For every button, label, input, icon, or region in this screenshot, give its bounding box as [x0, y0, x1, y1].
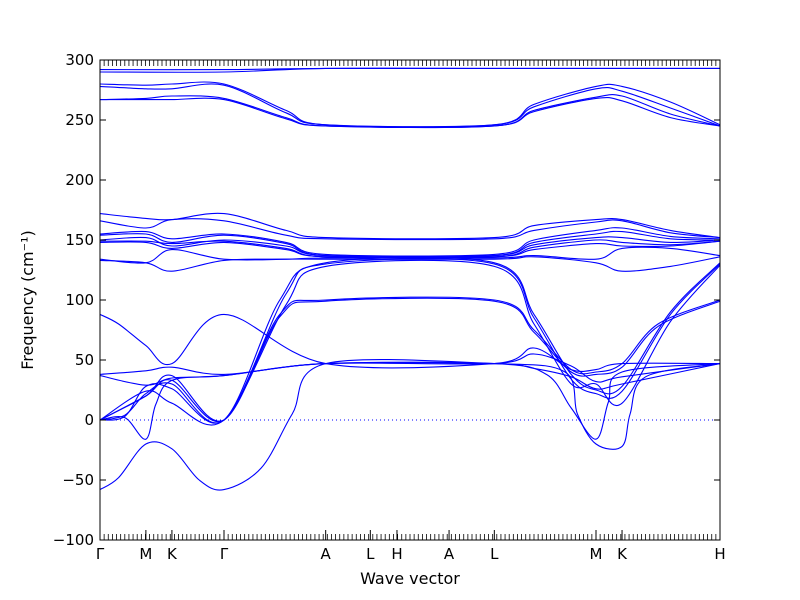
- band-line-14: [100, 246, 720, 264]
- y-tick-label: 0: [84, 411, 94, 429]
- band-line-25: [100, 358, 720, 491]
- x-tick-label: M: [139, 545, 152, 563]
- band-line-15: [100, 256, 720, 272]
- y-tick-label: 50: [75, 351, 94, 369]
- x-tick-label: L: [366, 545, 375, 563]
- series-layer: [100, 67, 720, 491]
- x-tick-label: K: [167, 545, 178, 563]
- band-line-18: [100, 259, 720, 426]
- band-line-24: [100, 361, 720, 440]
- y-tick-label: −50: [62, 471, 94, 489]
- y-tick-label: 150: [65, 231, 94, 249]
- band-line-22: [100, 353, 720, 383]
- x-tick-label: L: [490, 545, 499, 563]
- band-line-8: [100, 218, 720, 241]
- x-tick-label: M: [590, 545, 603, 563]
- y-axis-ticks: −100 −50 0 50 100 150 200 250 300: [53, 51, 720, 549]
- band-line-21: [100, 313, 720, 372]
- x-tick-label: K: [617, 545, 628, 563]
- band-line-4: [100, 83, 720, 128]
- x-tick-label: Γ: [96, 545, 105, 563]
- x-tick-label: A: [321, 545, 332, 563]
- band-line-6: [100, 96, 720, 128]
- band-line-7: [100, 212, 720, 240]
- x-tick-label: Γ: [220, 545, 229, 563]
- band-line-2: [100, 67, 720, 71]
- band-line-5: [100, 93, 720, 129]
- y-tick-label: 300: [65, 51, 94, 69]
- band-line-20: [100, 297, 720, 422]
- plot-frame: [99, 59, 721, 541]
- y-tick-label: 100: [65, 291, 94, 309]
- y-axis-label: Frequency (cm⁻¹): [18, 230, 37, 369]
- x-axis-label: Wave vector: [360, 569, 460, 588]
- band-line-12: [100, 239, 720, 259]
- y-tick-label: 200: [65, 171, 94, 189]
- x-tick-label: H: [391, 545, 402, 563]
- x-tick-label: H: [714, 545, 725, 563]
- band-line-9: [100, 227, 720, 257]
- band-line-3: [100, 81, 720, 128]
- y-tick-label: 250: [65, 111, 94, 129]
- y-tick-label: −100: [53, 531, 94, 549]
- band-line-19: [100, 296, 720, 423]
- x-tick-label: A: [444, 545, 455, 563]
